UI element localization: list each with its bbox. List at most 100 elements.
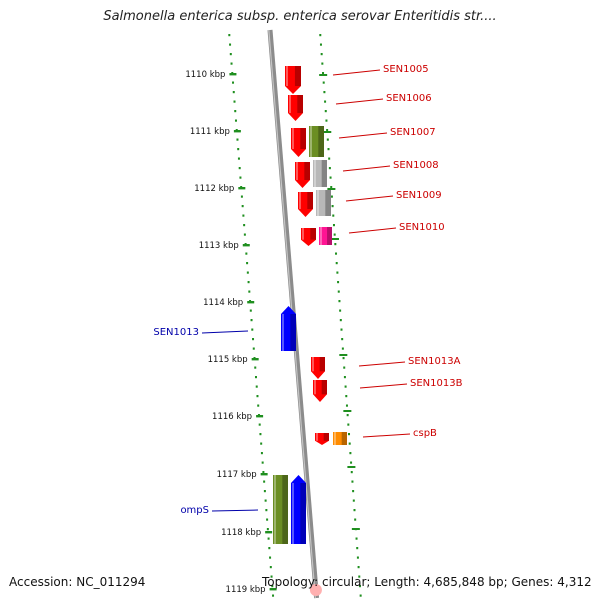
gene-arrow-highlight: [289, 95, 291, 113]
tick-mark-right: [352, 499, 355, 502]
gene-label-leader: [211, 509, 259, 512]
gene-arrow-shade: [282, 475, 288, 544]
gene-arrow-shade: [300, 128, 306, 149]
tick-mark-left: [229, 53, 232, 56]
tick-mark-left: [252, 338, 255, 341]
tick-mark-right: [328, 167, 331, 170]
gene-feature[interactable]: [298, 192, 313, 217]
tick-mark-right: [331, 205, 334, 208]
gene-label: SEN1009: [396, 190, 442, 201]
tick-mark-left: [234, 110, 237, 113]
gene-arrow-shade: [304, 162, 310, 180]
gene-feature[interactable]: [295, 162, 310, 188]
tick-mark-left: [266, 518, 269, 521]
gene-feature[interactable]: [273, 475, 288, 544]
tick-mark-right: [356, 547, 359, 550]
tick-mark-right: [328, 157, 331, 160]
ruler-major-tick: [269, 588, 277, 591]
genome-title: Salmonella enterica subsp. enterica sero…: [103, 9, 497, 24]
tick-mark-left: [268, 547, 271, 550]
ruler-major-tick: [238, 187, 246, 190]
minor-tick-right: [323, 131, 332, 133]
gene-feature[interactable]: [313, 380, 327, 402]
tick-mark-right: [345, 404, 348, 407]
gene-label-leader: [345, 195, 394, 202]
gene-arrow-highlight: [282, 314, 284, 351]
gene-feature[interactable]: [309, 126, 324, 157]
minor-tick-right: [339, 354, 348, 356]
tick-mark-right: [335, 252, 338, 255]
tick-mark-right: [358, 575, 361, 578]
tick-mark-right: [359, 594, 362, 597]
tick-mark-right: [344, 385, 347, 388]
ruler-major-tick: [229, 73, 237, 76]
tick-mark-left: [266, 528, 269, 531]
gene-arrow-shade: [325, 190, 331, 216]
gene-arrow-shade: [300, 483, 306, 544]
tick-mark-left: [260, 442, 263, 445]
tick-mark-left: [234, 119, 237, 122]
gene-arrow-shade: [319, 357, 325, 372]
ruler-major-tick: [251, 358, 259, 361]
tick-mark-left: [254, 376, 257, 379]
tick-mark-right: [327, 148, 330, 151]
gene-arrow-highlight: [296, 162, 298, 180]
tick-mark-left: [254, 366, 257, 369]
tick-mark-right: [342, 357, 345, 360]
tick-mark-left: [259, 433, 262, 436]
gene-feature[interactable]: [313, 160, 327, 187]
gene-label-leader: [358, 361, 406, 367]
tick-mark-right: [334, 243, 337, 246]
gene-feature[interactable]: [281, 306, 296, 351]
gene-arrow-shade: [321, 380, 327, 395]
gene-feature[interactable]: [316, 190, 331, 216]
tick-mark-left: [270, 575, 273, 578]
tick-mark-left: [271, 585, 274, 588]
gene-arrow-highlight: [316, 433, 318, 441]
gene-feature[interactable]: [333, 432, 347, 445]
gene-label: cspB: [413, 428, 437, 439]
ruler-label: 1114 kbp: [203, 298, 243, 308]
gene-feature[interactable]: [301, 228, 316, 246]
gene-arrow-highlight: [292, 483, 294, 544]
gene-feature[interactable]: [291, 128, 306, 157]
tick-mark-left: [263, 480, 266, 483]
tick-mark-left: [256, 395, 259, 398]
gene-label-leader: [362, 433, 411, 438]
gene-feature[interactable]: [285, 66, 301, 94]
gene-feature[interactable]: [288, 95, 303, 121]
tick-mark-right: [325, 119, 328, 122]
gene-arrow-highlight: [310, 126, 312, 157]
gene-label-leader: [332, 69, 381, 76]
tick-mark-right: [341, 338, 344, 341]
topology-text: Topology: circular; Length: 4,685,848 bp…: [262, 575, 592, 589]
tick-mark-right: [330, 186, 333, 189]
gene-label-leader: [359, 383, 408, 389]
tick-mark-left: [264, 499, 267, 502]
tick-mark-right: [337, 290, 340, 293]
tick-mark-right: [335, 262, 338, 265]
ruler-label: 1111 kbp: [190, 127, 230, 137]
tick-mark-right: [322, 81, 325, 84]
gene-feature[interactable]: [291, 475, 306, 544]
gene-arrow-shade: [290, 314, 296, 351]
tick-mark-right: [320, 53, 323, 56]
gene-label: SEN1010: [399, 222, 445, 233]
gene-label: SEN1008: [393, 160, 439, 171]
accession-text: Accession: NC_011294: [9, 575, 146, 589]
gene-feature[interactable]: [315, 433, 329, 445]
tick-mark-right: [356, 556, 359, 559]
gene-label: SEN1013B: [410, 378, 463, 389]
tick-mark-right: [324, 110, 327, 113]
tick-mark-right: [351, 480, 354, 483]
tick-mark-right: [348, 433, 351, 436]
tick-mark-left: [236, 138, 239, 141]
gene-feature[interactable]: [311, 357, 325, 379]
tick-mark-left: [230, 62, 233, 65]
tick-mark-left: [243, 233, 246, 236]
gene-arrow-shade: [321, 160, 327, 187]
tick-mark-left: [265, 509, 268, 512]
tick-mark-left: [267, 537, 270, 540]
gene-feature[interactable]: [319, 227, 332, 245]
